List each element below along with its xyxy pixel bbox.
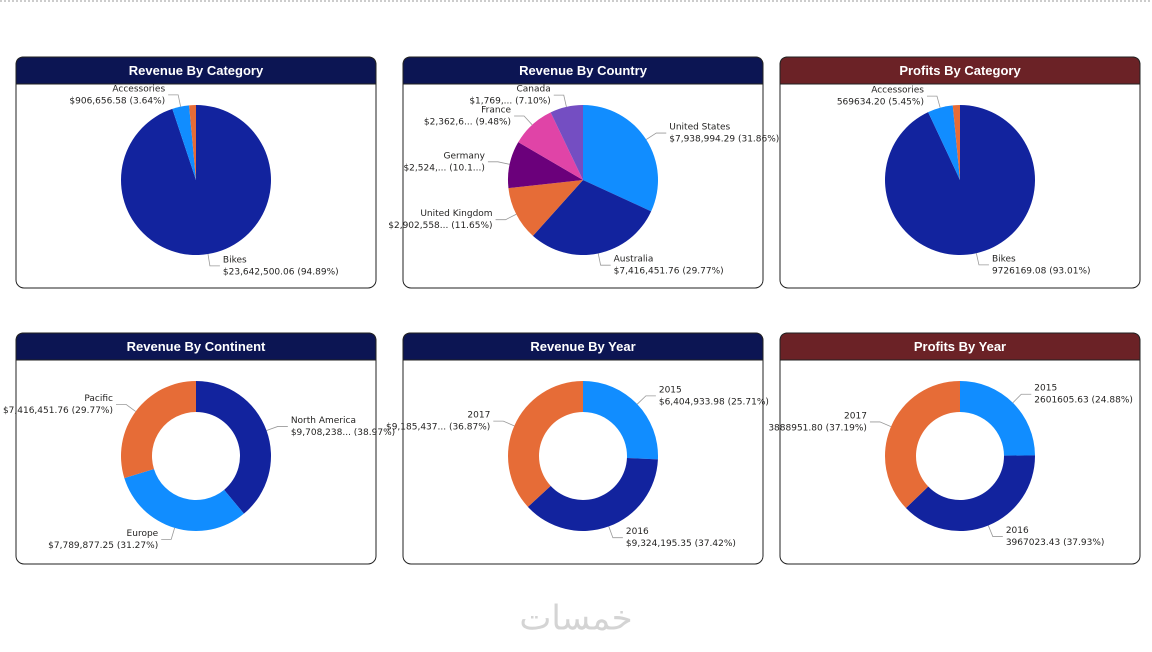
leader-line bbox=[926, 95, 941, 108]
slice-category: Accessories bbox=[871, 86, 924, 96]
slice-value-label: $9,708,238... (38.97%) bbox=[291, 428, 395, 438]
slice-category: Pacific bbox=[84, 394, 113, 404]
slice-category: Bikes bbox=[223, 255, 247, 265]
leader-line bbox=[987, 525, 1003, 537]
leader-line bbox=[636, 395, 656, 405]
slice-category: 2015 bbox=[1034, 384, 1057, 394]
slice-category: 2016 bbox=[1006, 526, 1029, 536]
slice-value-label: $7,416,451.76 (29.77%) bbox=[3, 406, 113, 416]
leader-line bbox=[493, 420, 515, 427]
leader-line bbox=[161, 527, 176, 540]
slice bbox=[550, 105, 583, 180]
slice-category: Germany bbox=[444, 151, 486, 161]
panel-header bbox=[779, 332, 1141, 361]
slice-value-label: $2,524,... (10.1...) bbox=[403, 163, 484, 173]
slice bbox=[583, 381, 659, 460]
slice-value-label: $2,362,6... (9.48%) bbox=[424, 117, 511, 127]
leader-line bbox=[495, 213, 517, 221]
slice bbox=[884, 380, 960, 508]
slice-category: 2017 bbox=[844, 411, 867, 421]
slice bbox=[120, 381, 196, 479]
slice-category: 2017 bbox=[467, 411, 490, 421]
chart-title: Revenue By Continent bbox=[127, 339, 266, 354]
chart-title: Revenue By Country bbox=[519, 63, 648, 78]
slice-value-label: $9,185,437... (36.87%) bbox=[386, 423, 490, 433]
slice-value-label: $2,902,558... (11.65%) bbox=[388, 221, 492, 231]
slice-category: Canada bbox=[517, 85, 551, 95]
slice-value-label: 3888951.80 (37.19%) bbox=[768, 423, 867, 433]
chart-title: Revenue By Category bbox=[129, 63, 264, 78]
leader-line bbox=[553, 94, 567, 107]
slice bbox=[583, 105, 658, 212]
slice-category: North America bbox=[291, 416, 356, 426]
slice bbox=[508, 142, 583, 189]
leader-line bbox=[869, 421, 892, 427]
slice-category: 2015 bbox=[659, 385, 682, 395]
leader-line bbox=[168, 94, 182, 107]
panel-header bbox=[402, 332, 764, 361]
slice-value-label: $1,769,... (7.10%) bbox=[469, 97, 550, 107]
slice-category: Australia bbox=[614, 255, 654, 265]
slice bbox=[518, 112, 583, 180]
slice bbox=[121, 105, 272, 255]
slice-category: Accessories bbox=[112, 84, 165, 94]
chart-title: Revenue By Year bbox=[530, 339, 635, 354]
slice-category: Bikes bbox=[992, 254, 1016, 264]
slice-value-label: 3967023.43 (37.93%) bbox=[1006, 538, 1105, 548]
chart-title: Profits By Category bbox=[899, 63, 1021, 78]
slice bbox=[884, 105, 1035, 256]
chart-title: Profits By Year bbox=[914, 339, 1006, 354]
slice-value-label: $23,642,500.06 (94.89%) bbox=[223, 267, 339, 277]
slice bbox=[960, 381, 1035, 456]
slice-value-label: $906,656.58 (3.64%) bbox=[69, 96, 165, 106]
leader-line bbox=[608, 526, 623, 539]
slice-value-label: $7,938,994.29 (31.86%) bbox=[669, 135, 779, 145]
slice bbox=[527, 457, 658, 531]
slice bbox=[189, 105, 196, 180]
slice bbox=[196, 381, 272, 514]
slice bbox=[928, 105, 960, 180]
slice bbox=[172, 105, 196, 180]
watermark: خمسات bbox=[519, 599, 632, 639]
slice-category: United States bbox=[669, 123, 730, 133]
leader-line bbox=[975, 253, 989, 266]
leader-line bbox=[597, 253, 611, 266]
slice-value-label: 9726169.08 (93.01%) bbox=[992, 266, 1091, 276]
slice-category: 2016 bbox=[626, 527, 649, 537]
slice bbox=[507, 381, 583, 507]
slice bbox=[905, 455, 1035, 532]
slice-value-label: 569634.20 (5.45%) bbox=[837, 98, 924, 108]
slice-value-label: $7,789,877.25 (31.27%) bbox=[48, 541, 158, 551]
panel-header bbox=[779, 56, 1141, 85]
panel-header bbox=[15, 56, 377, 85]
slice bbox=[952, 105, 960, 180]
slice-value-label: 2601605.63 (24.88%) bbox=[1034, 396, 1133, 406]
slice bbox=[532, 180, 652, 256]
slice-category: United Kingdom bbox=[420, 209, 492, 219]
leader-line bbox=[207, 253, 220, 267]
slice-value-label: $6,404,933.98 (25.71%) bbox=[659, 397, 769, 407]
leader-line bbox=[115, 403, 136, 412]
slice-category: Europe bbox=[127, 529, 159, 539]
leader-line bbox=[1012, 393, 1032, 404]
slice bbox=[508, 180, 583, 236]
leader-line bbox=[514, 115, 533, 126]
slice-category: France bbox=[481, 105, 511, 115]
leader-line bbox=[487, 161, 510, 165]
panel-header bbox=[15, 332, 377, 361]
slice bbox=[124, 468, 244, 531]
slice-value-label: $9,324,195.35 (37.42%) bbox=[626, 539, 736, 549]
slice-value-label: $7,416,451.76 (29.77%) bbox=[614, 267, 724, 277]
leader-line bbox=[266, 426, 288, 431]
panel-header bbox=[402, 56, 764, 85]
leader-line bbox=[645, 132, 667, 140]
